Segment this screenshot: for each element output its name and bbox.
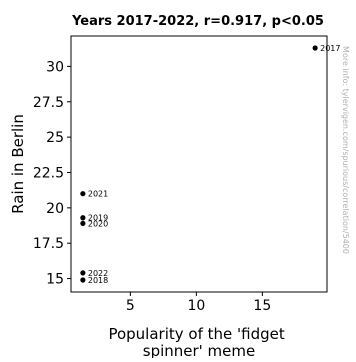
x-axis-ticks: 5 10 15 [126, 292, 271, 314]
y-axis-ticks: 15 17.5 20 22.5 25 27.5 30 [33, 59, 71, 288]
y-tick-label: 30 [46, 59, 64, 75]
data-point-label-2018: 2018 [88, 276, 108, 285]
y-tick-label: 17.5 [33, 236, 64, 252]
plot-area-frame [70, 35, 328, 293]
y-tick-label: 22.5 [33, 165, 64, 181]
chart-title: Years 2017-2022, r=0.917, p<0.05 [71, 14, 324, 29]
x-axis-label: Popularity of the 'fidget spinner' meme [108, 325, 289, 358]
y-axis-label: Rain in Berlin [9, 114, 27, 214]
data-point-label-2019: 2019 [88, 214, 108, 223]
x-tick-label: 15 [253, 298, 271, 314]
data-point-2019 [80, 215, 86, 221]
x-tick-label: 5 [126, 298, 135, 314]
x-axis-label-line-2: spinner' meme [143, 342, 256, 358]
data-point-label-2017: 2017 [320, 44, 340, 53]
x-tick-label: 10 [187, 298, 205, 314]
y-tick-label: 27.5 [33, 95, 64, 111]
data-point-2021 [80, 191, 86, 197]
data-point-label-2021: 2021 [88, 190, 108, 199]
data-point-2022 [80, 270, 86, 276]
y-tick-label: 15 [46, 272, 64, 288]
data-point-2017 [312, 45, 318, 51]
y-tick-label: 20 [46, 201, 64, 217]
x-axis-label-line-1: Popularity of the 'fidget [108, 325, 284, 343]
data-point-2018 [80, 277, 86, 283]
data-point-2020 [80, 220, 86, 227]
source-note: More info: tylervigen.com/spurious/corre… [341, 46, 350, 254]
data-point-label-2022: 2022 [88, 269, 108, 278]
y-tick-label: 25 [46, 130, 64, 146]
data-point-label-2020: 2020 [88, 219, 108, 228]
